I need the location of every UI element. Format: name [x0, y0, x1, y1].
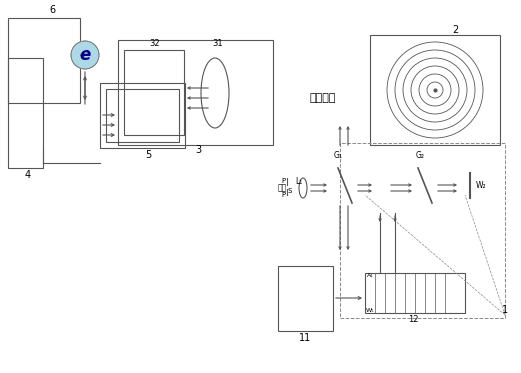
Text: 5: 5: [145, 150, 151, 160]
Text: 12: 12: [408, 315, 418, 324]
Text: A₁: A₁: [367, 273, 374, 278]
Bar: [8, 18, 80, 103]
Text: 3: 3: [195, 145, 201, 155]
Text: 4: 4: [25, 170, 31, 180]
Text: P: P: [281, 192, 285, 198]
Text: G₂: G₂: [416, 151, 425, 160]
Bar: [365, 273, 465, 313]
Text: 6: 6: [49, 5, 55, 15]
Bar: [100, 83, 185, 148]
Text: W₅: W₅: [366, 308, 374, 313]
Text: 11: 11: [299, 333, 311, 343]
Bar: [370, 35, 500, 145]
Text: 32: 32: [150, 39, 160, 48]
Text: L₁: L₁: [295, 176, 303, 185]
Text: 光源: 光源: [278, 184, 287, 192]
Bar: [124, 50, 184, 135]
Text: S: S: [288, 188, 292, 194]
Text: P: P: [281, 178, 285, 184]
Text: 2: 2: [452, 25, 458, 35]
Circle shape: [71, 41, 99, 69]
Bar: [278, 266, 333, 331]
Text: 31: 31: [213, 39, 224, 48]
Text: 1: 1: [502, 305, 508, 315]
Text: W₂: W₂: [476, 181, 487, 189]
Text: G₁: G₁: [333, 151, 342, 160]
Text: 反射光线: 反射光线: [310, 93, 336, 103]
Bar: [118, 40, 273, 145]
Bar: [106, 89, 179, 142]
Text: e: e: [79, 46, 91, 64]
Bar: [340, 143, 505, 318]
Bar: [8, 58, 43, 168]
